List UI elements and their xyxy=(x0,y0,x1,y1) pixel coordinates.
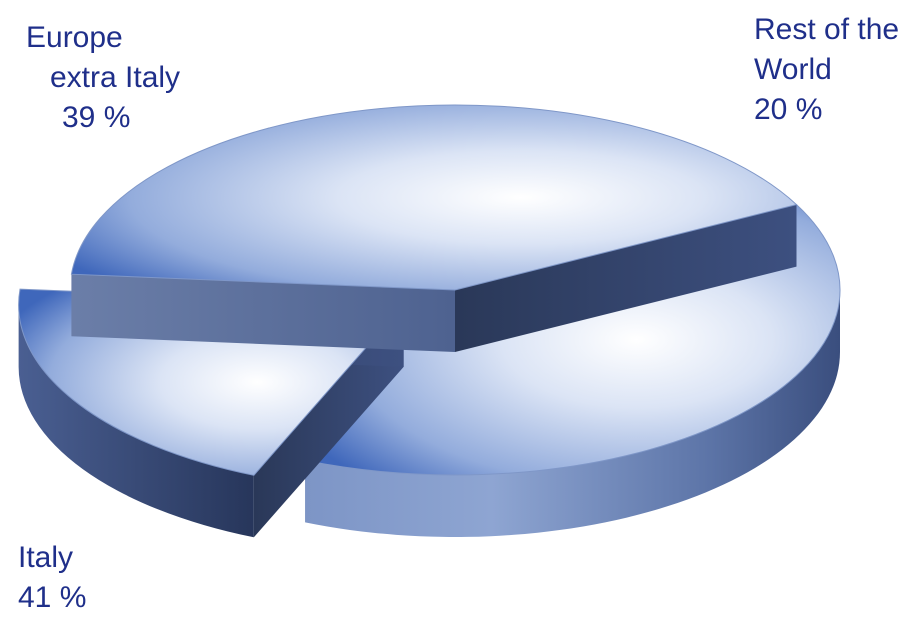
slice-label-line: World xyxy=(754,53,832,86)
slice-side-face xyxy=(18,304,254,538)
slice-label-line: Italy xyxy=(18,541,74,574)
pie-slice xyxy=(70,104,798,352)
slice-label-line: Rest of the xyxy=(754,13,900,46)
slice-label-line: extra Italy xyxy=(50,61,181,94)
label-italy: Italy 41 % xyxy=(18,538,86,618)
slice-cut-face xyxy=(71,274,455,352)
slice-value-label: 39 % xyxy=(62,101,131,134)
slice-value-label: 41 % xyxy=(18,581,87,614)
slice-cut-face xyxy=(455,204,797,352)
slice-top-face xyxy=(70,104,798,291)
label-rest-of-the-world: Rest of the World 20 % xyxy=(754,10,899,130)
slice-value-label: 20 % xyxy=(754,93,823,126)
slice-label-line: Europe xyxy=(26,21,123,54)
label-europe-extra-italy: Europe extra Italy 39 % xyxy=(22,18,180,138)
